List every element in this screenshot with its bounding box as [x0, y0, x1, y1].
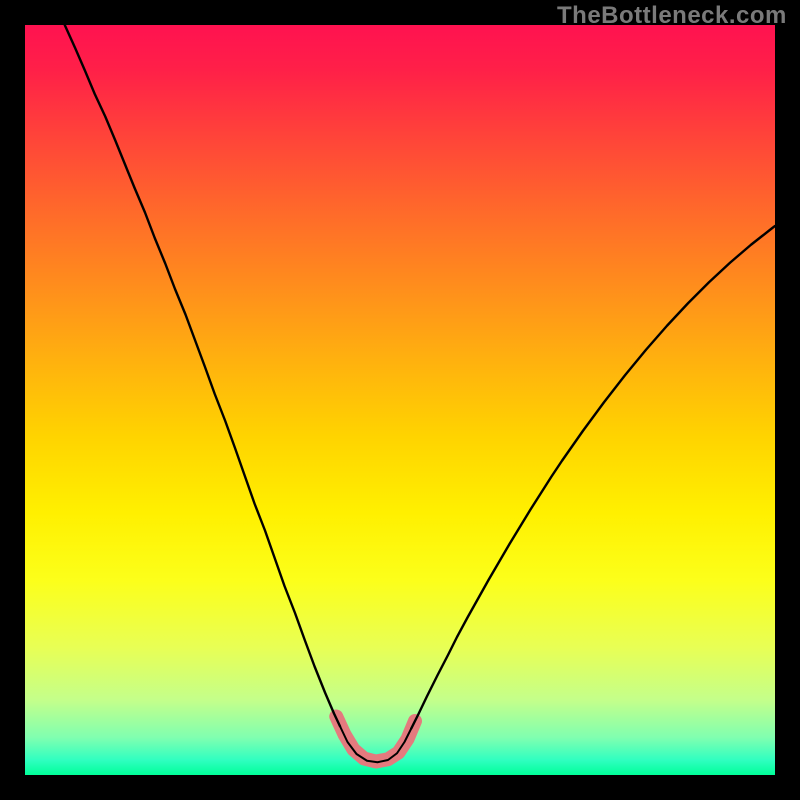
curve-valley-highlight [336, 717, 415, 762]
curve-right-branch [411, 226, 775, 729]
curve-left-branch [65, 25, 340, 726]
watermark-text: TheBottleneck.com [557, 2, 787, 30]
chart-svg [0, 0, 800, 800]
